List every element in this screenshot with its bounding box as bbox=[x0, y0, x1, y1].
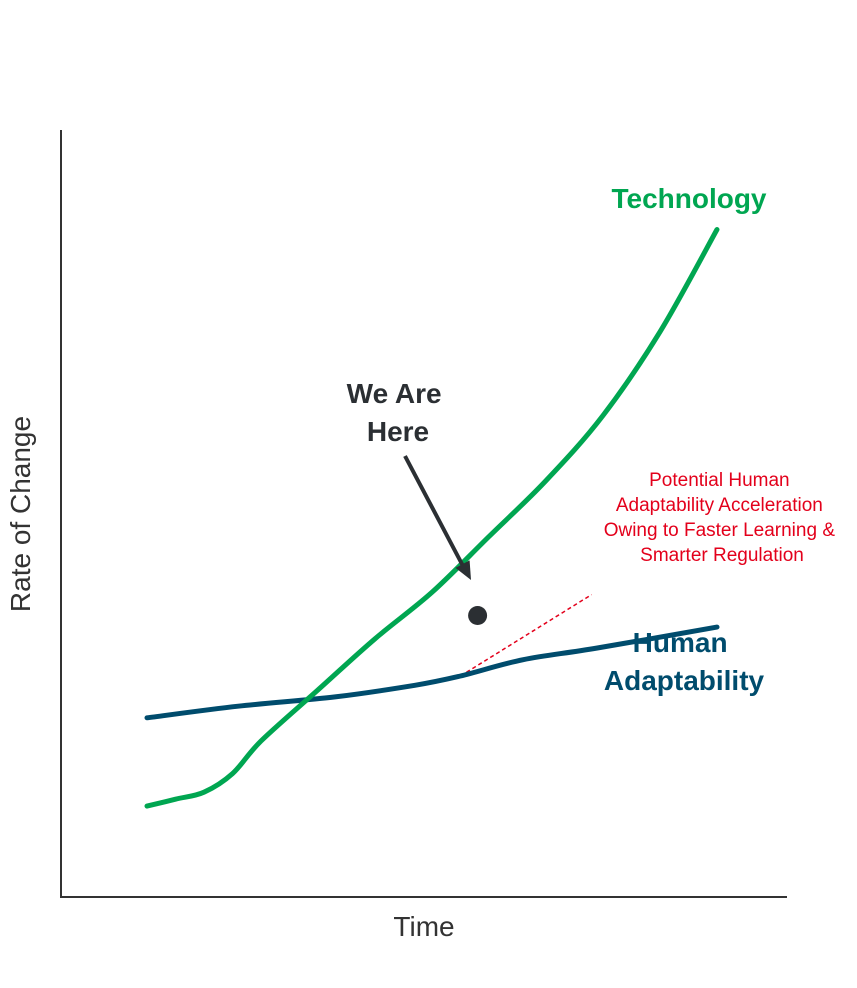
potential-acceleration-annotation: Potential Human Adaptability Acceleratio… bbox=[604, 470, 841, 566]
we-are-here-arrow bbox=[403, 455, 465, 567]
human-adaptability-label-line-2: Adaptability bbox=[604, 665, 765, 696]
potential-annotation-line-4: Smarter Regulation bbox=[640, 545, 804, 566]
potential-acceleration-dashed-line bbox=[460, 593, 592, 677]
we-are-here-label: We Are Here bbox=[347, 378, 450, 447]
human-adaptability-series-line bbox=[144, 624, 720, 721]
human-adaptability-label-line-1: Human bbox=[633, 627, 728, 658]
we-are-here-marker bbox=[468, 606, 488, 625]
y-axis-title: Rate of Change bbox=[5, 416, 36, 612]
we-are-here-arrow-head bbox=[455, 560, 471, 580]
x-axis-title: Time bbox=[393, 911, 454, 942]
technology-label: Technology bbox=[611, 183, 766, 214]
potential-annotation-line-3: Owing to Faster Learning & bbox=[604, 520, 836, 541]
human-adaptability-label: Human Adaptability bbox=[604, 627, 765, 696]
potential-annotation-line-1: Potential Human bbox=[649, 470, 789, 491]
technology-series-line bbox=[144, 227, 720, 809]
we-are-here-label-line-2: Here bbox=[367, 416, 429, 447]
potential-annotation-line-2: Adaptability Acceleration bbox=[616, 495, 823, 516]
we-are-here-label-line-1: We Are bbox=[347, 378, 442, 409]
